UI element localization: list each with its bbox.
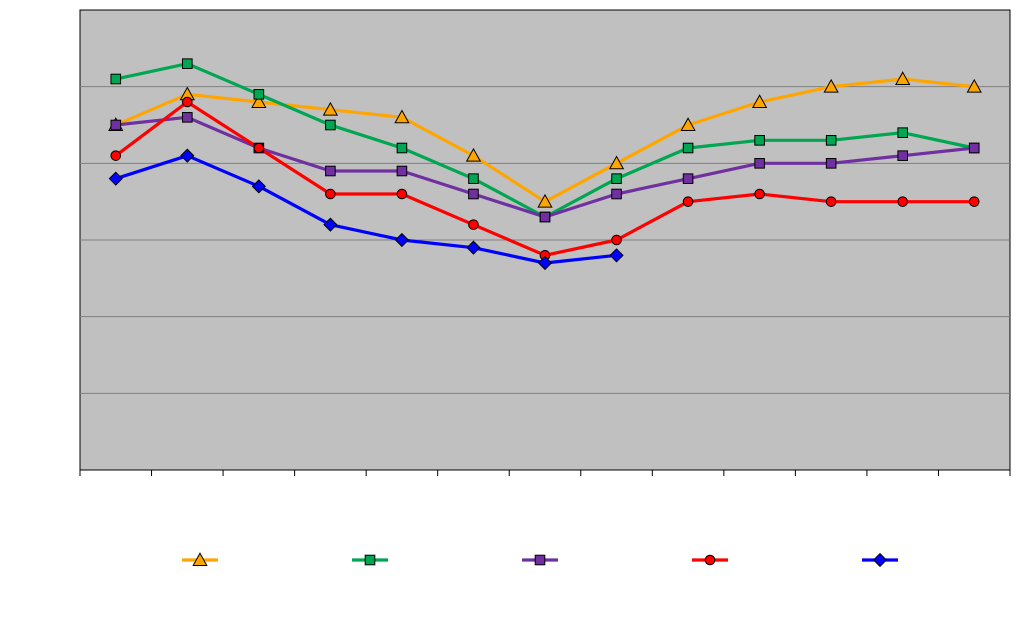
line-chart <box>0 0 1024 636</box>
chart-svg <box>0 0 1024 636</box>
